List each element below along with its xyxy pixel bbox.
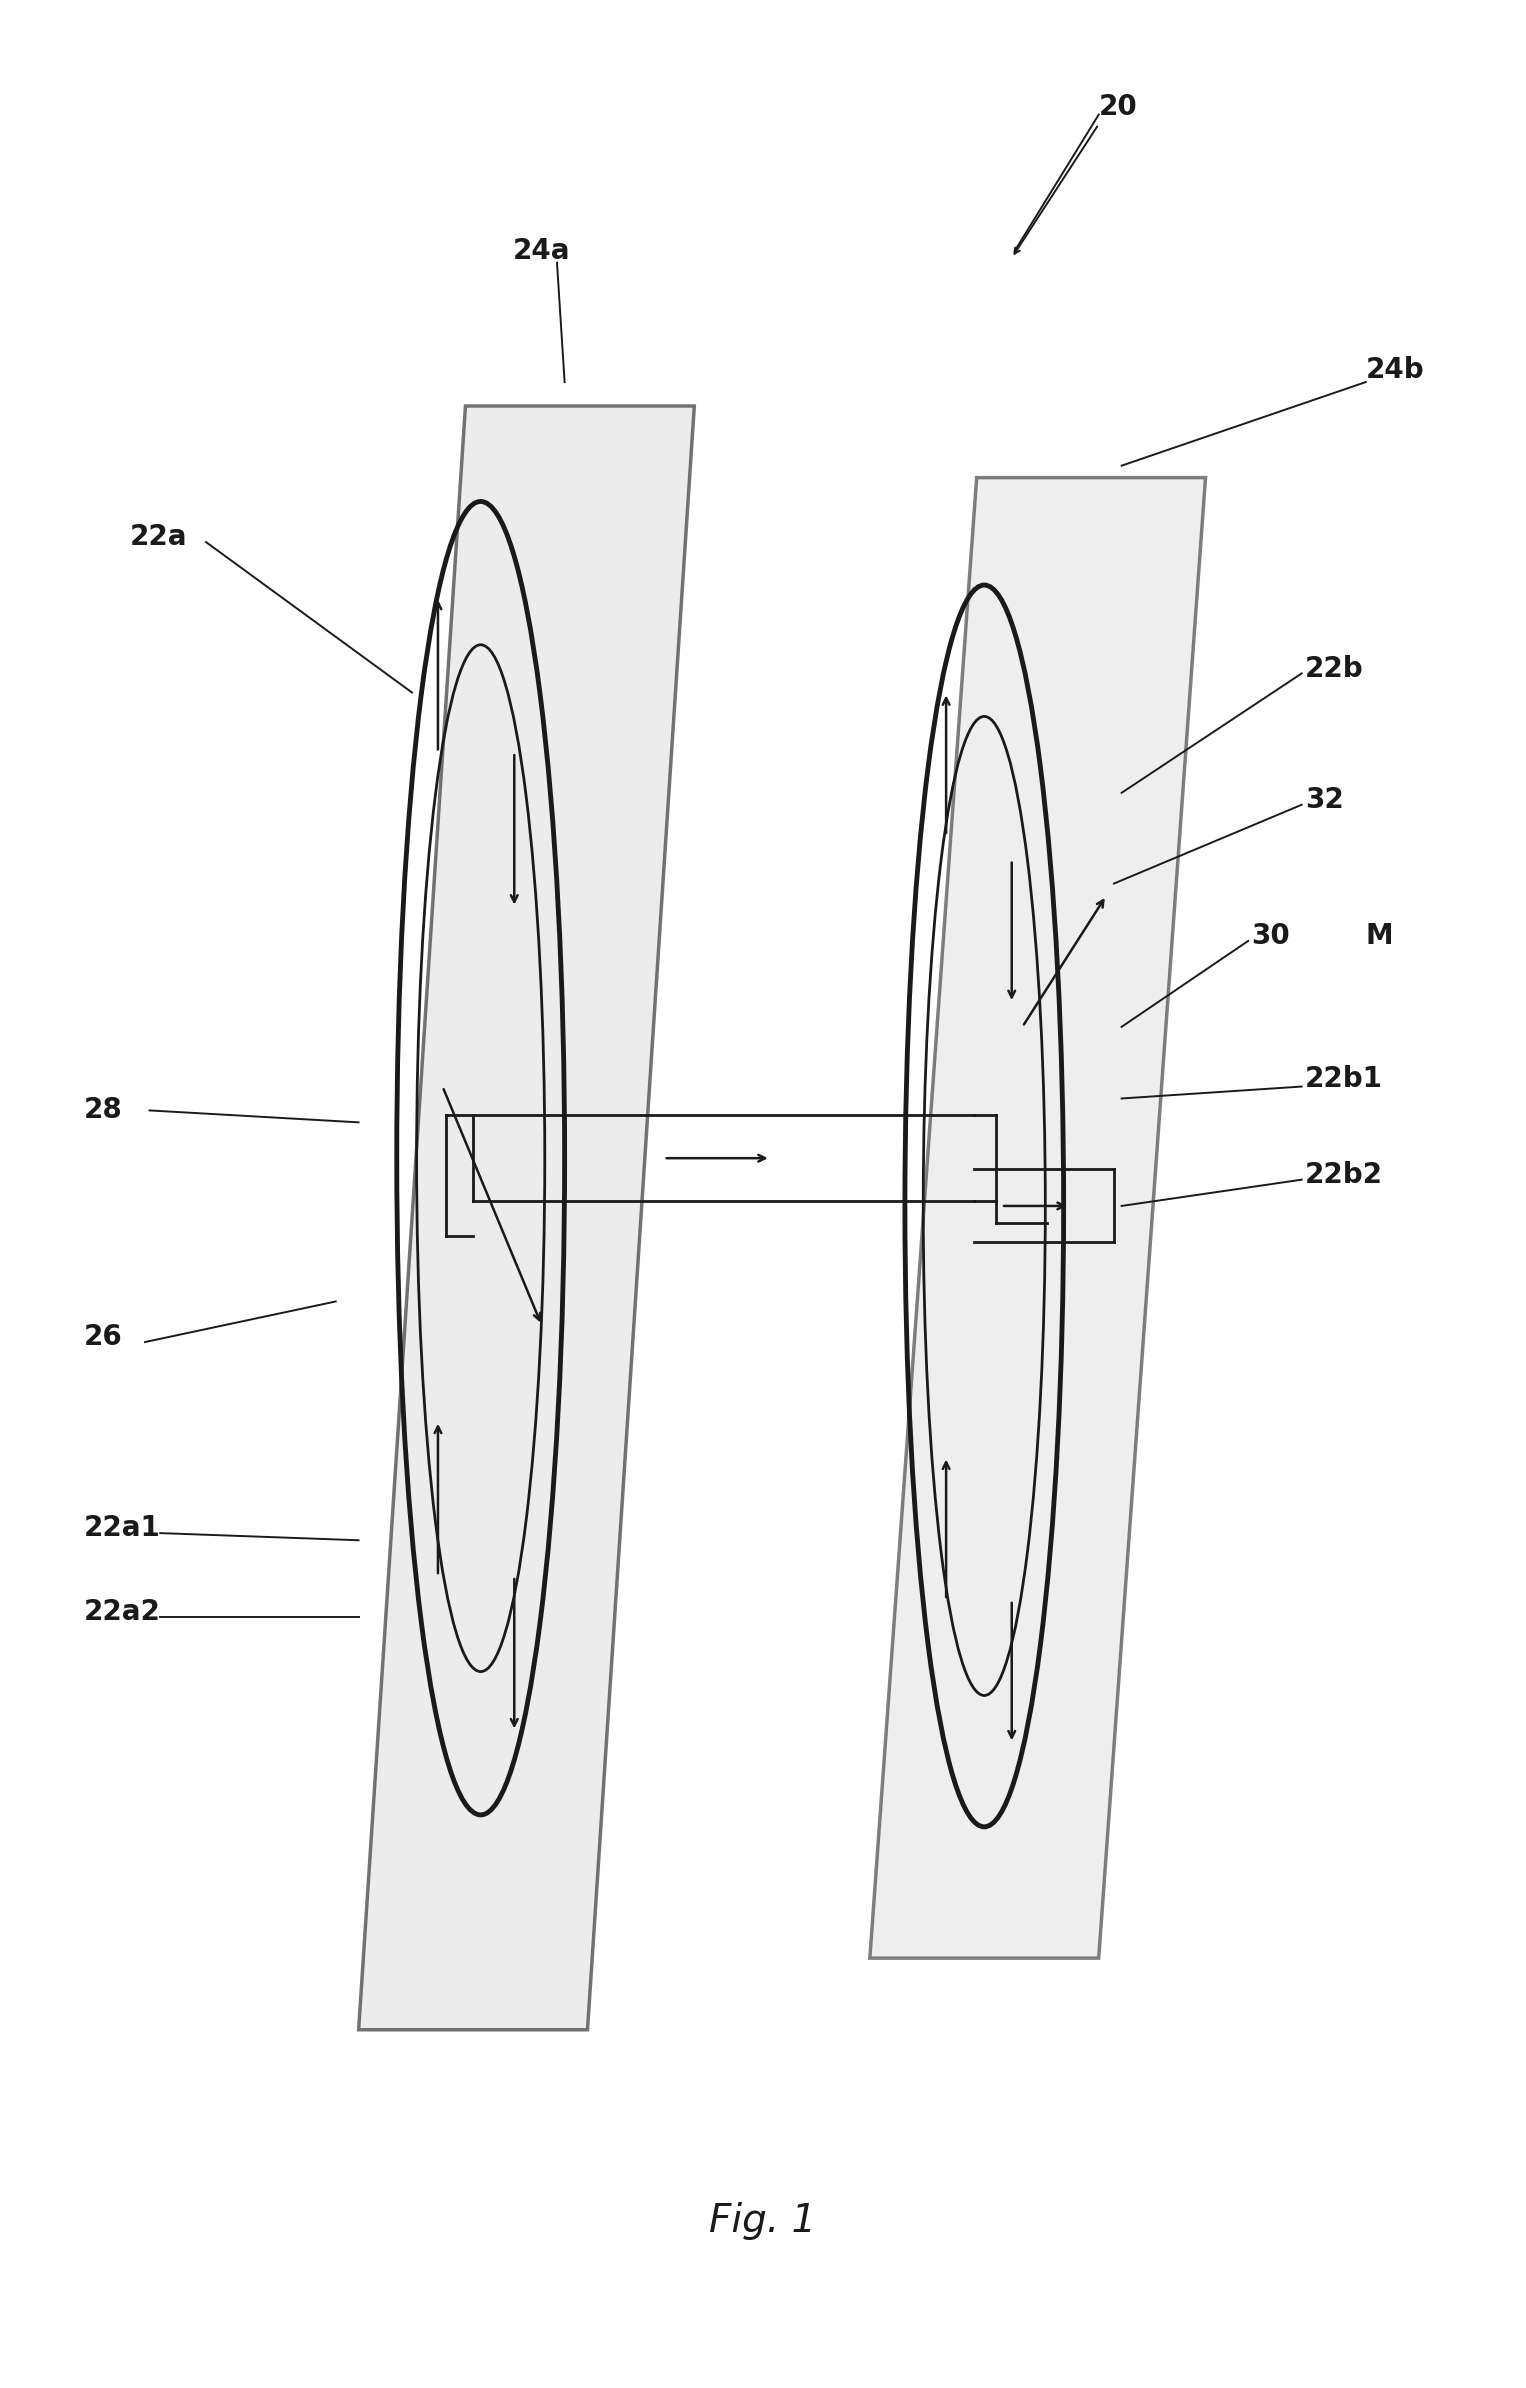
Polygon shape	[870, 478, 1206, 1958]
Text: M: M	[1366, 922, 1393, 950]
Text: 22b1: 22b1	[1305, 1065, 1383, 1094]
Text: 22a2: 22a2	[84, 1598, 160, 1626]
Text: 20: 20	[1099, 93, 1137, 122]
Text: 26: 26	[84, 1323, 122, 1352]
Polygon shape	[359, 406, 694, 2030]
Text: 22b: 22b	[1305, 654, 1363, 683]
Text: Fig. 1: Fig. 1	[710, 2202, 816, 2240]
Text: 24a: 24a	[513, 236, 571, 265]
Text: 24b: 24b	[1366, 356, 1424, 384]
Text: 32: 32	[1305, 786, 1343, 814]
Text: 28: 28	[84, 1096, 122, 1125]
Text: 22b2: 22b2	[1305, 1161, 1383, 1189]
Text: 22a1: 22a1	[84, 1514, 160, 1543]
Text: 30: 30	[1251, 922, 1289, 950]
Text: 22a: 22a	[130, 523, 188, 552]
